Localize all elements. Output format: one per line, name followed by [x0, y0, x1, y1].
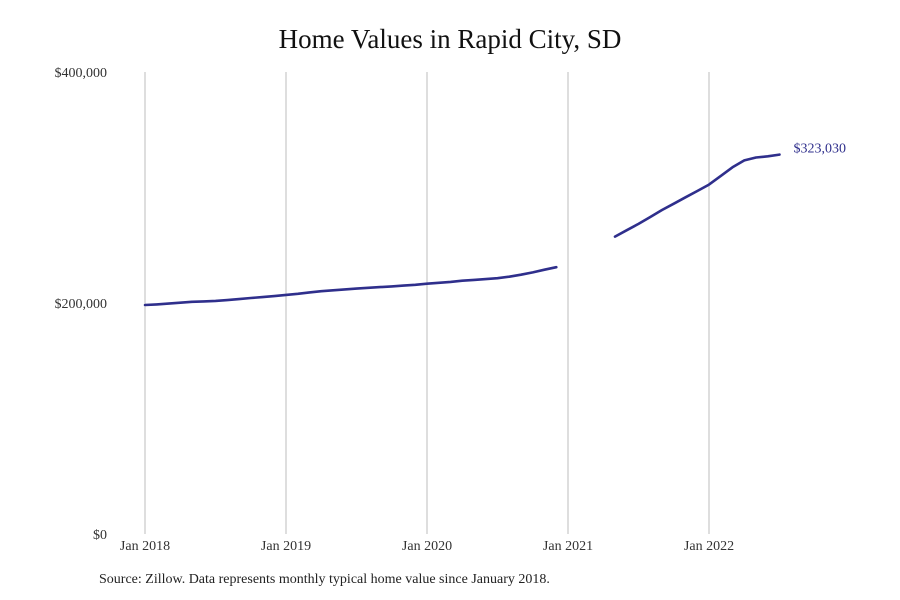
x-tick-label: Jan 2019 [261, 539, 311, 554]
series-line-segment [613, 153, 781, 238]
y-tick-label: $400,000 [55, 66, 108, 81]
series-line-segment [143, 265, 558, 307]
series-lines [143, 153, 781, 307]
x-tick-label: Jan 2020 [402, 539, 452, 554]
y-axis-ticks: $0 $200,000 $400,000 [55, 66, 108, 543]
y-tick-label: $200,000 [55, 297, 108, 312]
x-axis-ticks: Jan 2018 Jan 2019 Jan 2020 Jan 2021 Jan 2022 [120, 539, 734, 554]
x-tick-label: Jan 2021 [543, 539, 593, 554]
gridlines [144, 72, 710, 534]
end-value-label: $323,030 [794, 142, 847, 157]
x-tick-label: Jan 2018 [120, 539, 170, 554]
source-note: Source: Zillow. Data represents monthly … [99, 572, 550, 587]
y-tick-label: $0 [93, 528, 107, 543]
x-tick-label: Jan 2022 [684, 539, 734, 554]
end-labels: $323,030 [794, 142, 847, 157]
chart-title: Home Values in Rapid City, SD [278, 24, 622, 54]
